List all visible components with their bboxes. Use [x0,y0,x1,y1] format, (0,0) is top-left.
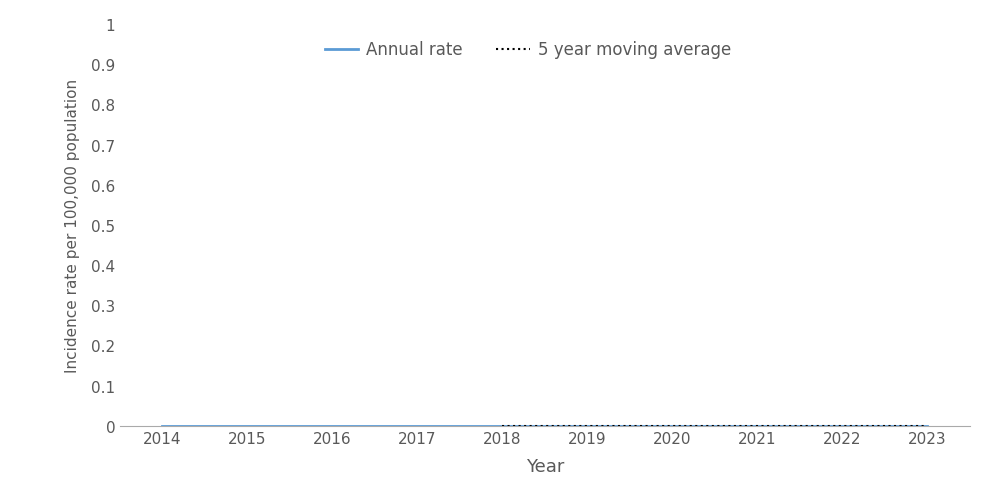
X-axis label: Year: Year [526,457,564,475]
Y-axis label: Incidence rate per 100,000 population: Incidence rate per 100,000 population [65,79,80,372]
Legend: Annual rate, 5 year moving average: Annual rate, 5 year moving average [325,42,731,59]
